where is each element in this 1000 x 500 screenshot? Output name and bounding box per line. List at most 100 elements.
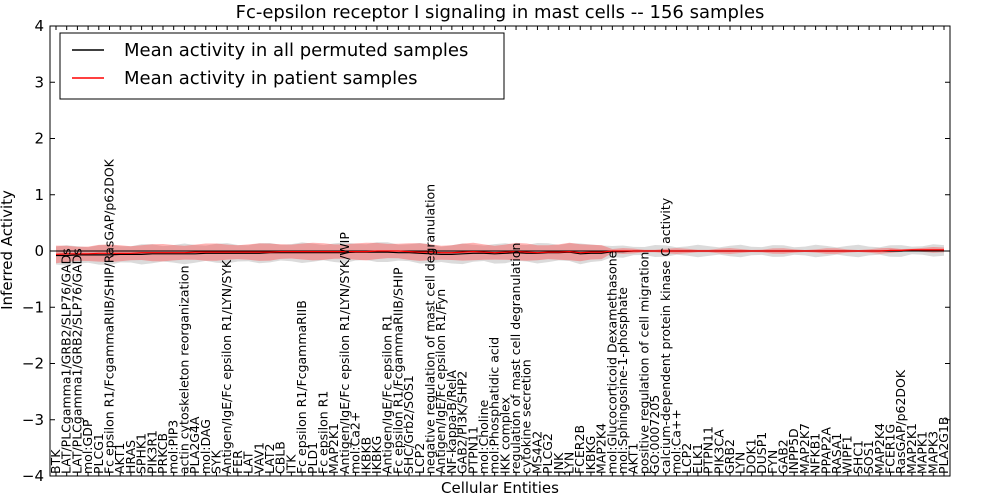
x-tick-label: calcium-dependent protein kinase C activ… <box>658 197 673 474</box>
x-tick-label: VAV1 <box>251 442 266 474</box>
x-tick-label: GAB2/PI3K/SHP2 <box>455 371 470 474</box>
x-tick-label: INPP5D <box>786 428 801 474</box>
x-tick-label: mol:GDP <box>80 419 95 474</box>
x-tick-label: regulation of mast cell degranulation <box>508 243 523 474</box>
y-tick-label: 2 <box>34 130 44 148</box>
chart-title: Fc-epsilon receptor I signaling in mast … <box>236 2 765 23</box>
x-tick-label: RasGAP/p62DOK <box>893 369 908 474</box>
y-axis-label: Inferred Activity <box>0 190 16 310</box>
x-tick-label: mol:Glucocorticoid Dexamethasone <box>604 250 619 474</box>
x-tick-label: PPAP2A <box>818 427 833 474</box>
x-tick-label: LYN <box>733 452 748 474</box>
x-tick-label: ELK1 <box>690 443 705 474</box>
legend-permuted-label: Mean activity in all permuted samples <box>124 40 468 61</box>
x-tick-label: PLA2G1B <box>936 416 951 474</box>
x-axis-label: Cellular Entities <box>441 479 559 497</box>
x-tick-label: MAP2K4 <box>872 423 887 474</box>
x-tick-label: NFKB1 <box>808 433 823 474</box>
x-tick-label: FCER1G <box>883 424 898 474</box>
x-tick-label: FYN <box>765 450 780 474</box>
y-tick-label: 1 <box>34 186 44 204</box>
x-tick-label: MAPK1 <box>915 431 930 474</box>
x-tick-label: mol:PIP3 <box>166 420 181 474</box>
x-tick-label: MAPK3 <box>925 431 940 474</box>
x-tick-label: AKT1 <box>626 443 641 474</box>
legend-patient-label: Mean activity in patient samples <box>124 68 418 89</box>
legend-box <box>59 32 505 100</box>
y-tick-label: −2 <box>22 355 44 373</box>
x-tick-label: PIK3CA <box>711 429 726 474</box>
patient-mean-line <box>55 249 944 255</box>
x-tick-label: GO:0007205 <box>647 395 662 474</box>
x-tick-label: SYK <box>208 449 223 474</box>
x-tick-label: actin cytoskeleton reorganization <box>176 265 191 474</box>
x-tick-label: mol:Ca++ <box>669 409 684 474</box>
x-tick-label: SPHK1 <box>134 433 149 474</box>
y-tick-label: 3 <box>34 73 44 91</box>
x-tick-label: GRB2 <box>722 439 737 474</box>
x-tick-label: DUSP1 <box>754 432 769 474</box>
x-tick-label: PLD1 <box>305 442 320 474</box>
y-tick-label: 4 <box>34 17 44 35</box>
legend: Mean activity in all permuted samples Me… <box>59 32 505 100</box>
x-tick-label: negative regulation of mast cell degranu… <box>422 184 437 474</box>
x-tick-label: JNK <box>551 452 566 475</box>
y-axis-ticks: 4 3 2 1 0 −1 −2 −3 −4 <box>22 17 950 485</box>
x-tick-label: LAT/PLCgamma1/GRB2/SLP76/GADs <box>59 248 74 474</box>
x-tick-label: IKBKG <box>583 436 598 474</box>
x-tick-label: WIPF1 <box>840 435 855 474</box>
x-tick-label: PRKCB <box>155 433 170 474</box>
x-tick-label: HRAS <box>123 440 138 474</box>
x-tick-label: LCP2 <box>679 443 694 474</box>
x-tick-label: PTPN11 <box>701 426 716 474</box>
x-tick-label: GAB2 <box>776 439 791 474</box>
x-tick-label: MAP2K1 <box>904 423 919 474</box>
x-tick-label: LAT2 <box>262 444 277 474</box>
x-tick-label: PLCG1 <box>91 433 106 474</box>
y-tick-label: −3 <box>22 411 44 429</box>
x-tick-label: DOK1 <box>743 438 758 474</box>
x-tick-label: cytokine secretion <box>519 359 534 474</box>
x-tick-label: LCP2 <box>412 443 427 474</box>
x-axis-ticks: BTKLAT/PLCgamma1/GRB2/SLP76/GADsLAT/PLCg… <box>48 26 951 476</box>
x-tick-label: MAP2K7 <box>797 423 812 474</box>
y-tick-label: −4 <box>22 467 44 485</box>
x-tick-label: PIK3R1 <box>144 430 159 474</box>
x-tick-label: MAP2K1 <box>326 423 341 474</box>
x-tick-label: RASA1 <box>829 433 844 474</box>
x-tick-label: Fc epsilon R1/FcgammaRIIB/SHIP <box>390 267 405 474</box>
x-tick-label: mol:Choline <box>476 399 491 474</box>
x-tick-label: FCER2B <box>572 425 587 474</box>
x-tick-label: SHC/Grb2/SOS1 <box>401 375 416 474</box>
x-tick-label: PLA2G4A <box>187 416 202 474</box>
x-tick-label: SHC1 <box>850 440 865 474</box>
x-tick-label: mol:Phosphatidic acid <box>487 337 502 474</box>
x-tick-label: PTPN11 <box>465 426 480 474</box>
x-tick-label: IKBKG <box>369 436 384 474</box>
y-tick-label: −1 <box>22 298 44 316</box>
x-tick-label: Antigen/IgE/Fc epsilon R1/Fyn <box>433 289 448 474</box>
x-tick-label: mol:DAG <box>198 419 213 474</box>
x-tick-label: mol:Sphingosine-1-phosphate <box>615 287 630 474</box>
x-tick-label: LAT/PLCgamma1/GRB2/SLP76/GADs <box>69 248 84 474</box>
x-tick-label: LYN <box>562 452 577 474</box>
plot-frame <box>49 25 951 477</box>
x-tick-label: SOS1 <box>861 440 876 474</box>
series-lines <box>55 249 944 257</box>
x-tick-label: Fc epsilon R1 <box>315 391 330 474</box>
x-tick-label: PLCG2 <box>540 433 555 474</box>
x-tick-label: CBLB <box>273 441 288 474</box>
x-tick-label: Fc epsilon R1/FcgammaRIIB <box>294 300 309 474</box>
x-tick-label: LAT <box>241 451 256 474</box>
x-tick-label: MS4A2 <box>529 431 544 474</box>
x-tick-label: ITK <box>283 454 298 474</box>
x-tick-label: Antigen/IgE/Fc epsilon R1 <box>380 314 395 474</box>
y-tick-label: 0 <box>34 242 44 260</box>
x-tick-label: MAP2K4 <box>594 423 609 474</box>
x-tick-label: positive regulation of cell migration <box>636 252 651 474</box>
x-tick-label: Fc epsilon R1/FcgammaRIIB/SHIP/RasGAP/p6… <box>101 158 116 474</box>
x-tick-label: AKT1 <box>112 443 127 474</box>
x-tick-label: IKBKB <box>358 437 373 474</box>
x-tick-label: NF-kappa-B/RelA <box>444 370 459 474</box>
